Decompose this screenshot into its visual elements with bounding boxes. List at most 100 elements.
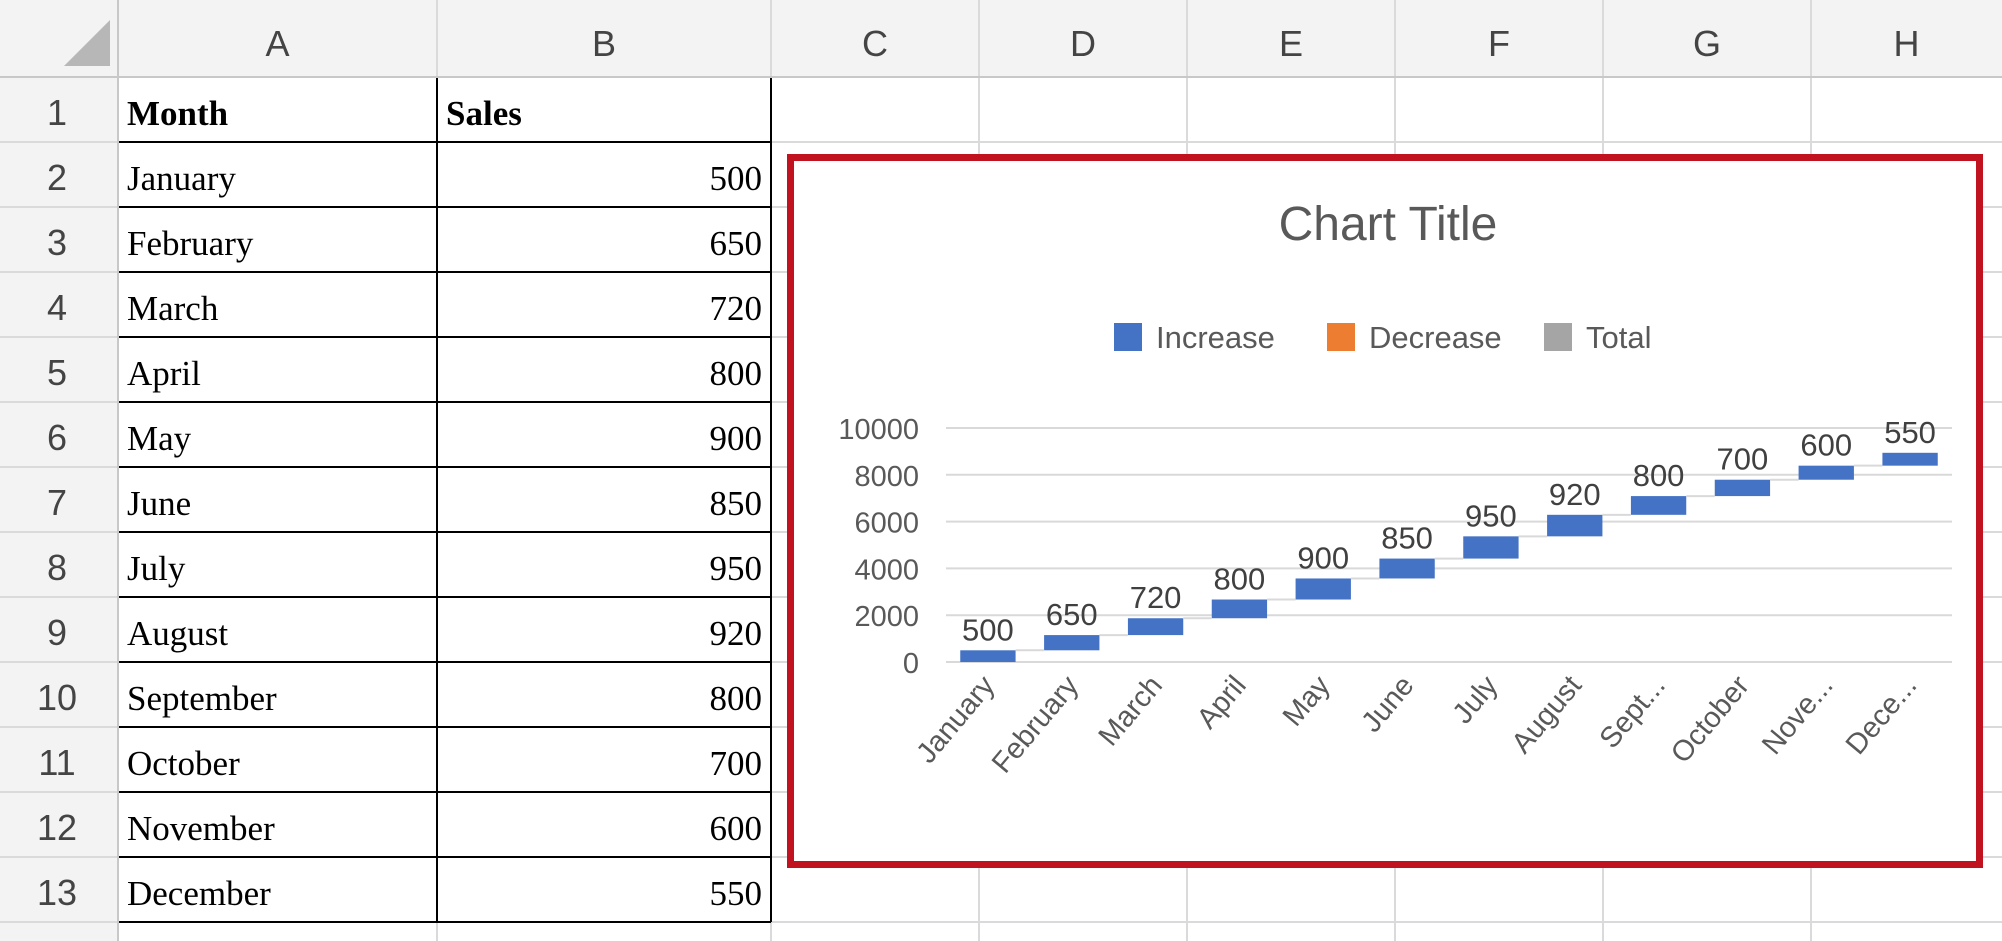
column-header-b[interactable]: B	[592, 23, 616, 64]
select-all-button[interactable]	[64, 20, 110, 66]
data-label: 720	[1130, 580, 1182, 615]
column-header-c[interactable]: C	[862, 23, 888, 64]
sales-cell[interactable]: 720	[710, 289, 763, 328]
x-tick-label: May	[1277, 670, 1337, 733]
column-header-g[interactable]: G	[1693, 23, 1721, 64]
column-header-f[interactable]: F	[1488, 23, 1510, 64]
x-tick-label: Nove...	[1756, 670, 1840, 761]
month-cell[interactable]: May	[127, 419, 192, 458]
row-header-11[interactable]: 11	[38, 742, 75, 783]
month-cell[interactable]: September	[127, 679, 277, 718]
row-header-4[interactable]: 4	[47, 287, 67, 328]
x-tick-label: Sept...	[1594, 670, 1672, 755]
row-header-13[interactable]: 13	[37, 872, 77, 913]
data-label: 800	[1214, 562, 1266, 597]
sales-cell[interactable]: 650	[710, 224, 763, 263]
legend-swatch-total	[1544, 323, 1572, 351]
data-label: 850	[1381, 521, 1433, 556]
month-cell[interactable]: December	[127, 874, 271, 913]
table-header-cell[interactable]: Sales	[446, 94, 522, 133]
month-cell[interactable]: November	[127, 809, 275, 848]
data-label: 700	[1717, 442, 1769, 477]
data-label: 800	[1633, 458, 1685, 493]
data-label: 950	[1465, 498, 1517, 533]
legend-swatch-decrease	[1327, 323, 1355, 351]
row-header-8[interactable]: 8	[47, 547, 67, 588]
x-tick-label: January	[910, 670, 1001, 770]
column-header-h[interactable]: H	[1894, 23, 1920, 64]
row-header-9[interactable]: 9	[47, 612, 67, 653]
month-cell[interactable]: January	[127, 159, 236, 198]
chart-bar-may[interactable]	[1295, 578, 1351, 600]
data-label: 550	[1884, 415, 1936, 450]
chart-bar-december[interactable]	[1882, 452, 1938, 466]
column-header-d[interactable]: D	[1070, 23, 1096, 64]
table-header-cell[interactable]: Month	[127, 94, 228, 133]
sales-cell[interactable]: 950	[710, 549, 763, 588]
x-tick-label: March	[1093, 670, 1169, 752]
chart-bar-october[interactable]	[1714, 479, 1771, 497]
row-header-1[interactable]: 1	[47, 92, 67, 133]
month-cell[interactable]: October	[127, 744, 240, 783]
chart-bar-november[interactable]	[1798, 465, 1854, 480]
chart-bar-january[interactable]	[960, 650, 1016, 662]
month-cell[interactable]: February	[127, 224, 254, 263]
row-header-10[interactable]: 10	[37, 677, 77, 718]
chart-bar-august[interactable]	[1547, 514, 1603, 537]
column-header-bar	[0, 0, 2002, 77]
sales-cell[interactable]: 550	[710, 874, 763, 913]
data-label: 920	[1549, 477, 1601, 512]
data-label: 500	[962, 612, 1014, 647]
month-cell[interactable]: March	[127, 289, 219, 328]
y-tick-label: 8000	[854, 461, 919, 493]
chart-bar-july[interactable]	[1463, 536, 1519, 559]
row-header-7[interactable]: 7	[47, 482, 67, 523]
y-tick-label: 6000	[854, 508, 919, 540]
x-tick-label: August	[1506, 670, 1589, 760]
chart-title[interactable]: Chart Title	[1279, 198, 1498, 251]
waterfall-chart[interactable]: Chart Title Increase Decrease Total 0 2000 400…	[787, 154, 1983, 868]
column-header-e[interactable]: E	[1279, 23, 1303, 64]
data-label: 650	[1046, 597, 1098, 632]
row-header-2[interactable]: 2	[47, 157, 67, 198]
sales-cell[interactable]: 900	[710, 419, 763, 458]
x-tick-label: June	[1356, 670, 1421, 739]
row-header-3[interactable]: 3	[47, 222, 67, 263]
column-header-a[interactable]: A	[265, 23, 289, 64]
chart-bar-february[interactable]	[1044, 635, 1100, 651]
sales-cell[interactable]: 850	[710, 484, 763, 523]
legend-label-decrease[interactable]: Decrease	[1369, 320, 1502, 355]
x-tick-label: February	[986, 670, 1085, 780]
y-tick-label: 0	[903, 648, 919, 680]
row-header-5[interactable]: 5	[47, 352, 67, 393]
chart-canvas: Chart Title Increase Decrease Total 0 2000 400…	[838, 198, 1952, 780]
chart-bar-april[interactable]	[1211, 599, 1268, 619]
y-tick-label: 4000	[854, 554, 919, 586]
x-tick-label: Dece...	[1840, 670, 1924, 761]
month-cell[interactable]: July	[127, 549, 186, 588]
month-cell[interactable]: April	[127, 354, 201, 393]
sales-cell[interactable]: 500	[710, 159, 763, 198]
month-cell[interactable]: August	[127, 614, 228, 653]
chart-bar-march[interactable]	[1127, 618, 1184, 636]
legend-label-total[interactable]: Total	[1586, 320, 1651, 355]
legend-swatch-increase	[1114, 323, 1142, 351]
row-header-6[interactable]: 6	[47, 417, 67, 458]
legend-label-increase[interactable]: Increase	[1156, 320, 1275, 355]
sales-cell[interactable]: 700	[710, 744, 763, 783]
sales-cell[interactable]: 600	[710, 809, 763, 848]
data-label: 900	[1297, 540, 1349, 575]
data-label: 600	[1800, 428, 1852, 463]
sales-cell[interactable]: 800	[710, 679, 763, 718]
month-cell[interactable]: June	[127, 484, 191, 523]
sales-cell[interactable]: 800	[710, 354, 763, 393]
x-tick-label: July	[1447, 670, 1505, 730]
y-tick-label: 10000	[838, 414, 919, 446]
row-header-bar	[0, 0, 118, 941]
x-tick-label: October	[1665, 670, 1756, 770]
chart-bar-june[interactable]	[1379, 558, 1435, 579]
y-tick-label: 2000	[854, 601, 919, 633]
chart-bar-september[interactable]	[1630, 496, 1687, 515]
sales-cell[interactable]: 920	[710, 614, 763, 653]
row-header-12[interactable]: 12	[37, 807, 77, 848]
